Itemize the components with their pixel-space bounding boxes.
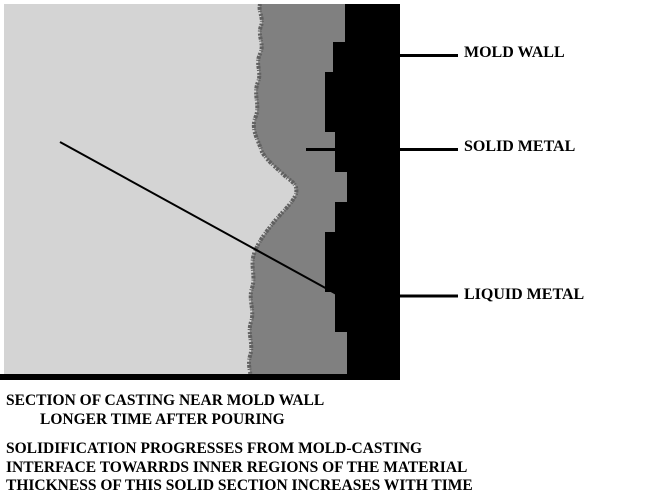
caption-line-1: SECTION OF CASTING NEAR MOLD WALL: [6, 392, 324, 411]
label-liquid-metal: LIQUID METAL: [464, 286, 584, 304]
leader-liquid-metal: [0, 0, 460, 380]
caption-line-5: THICKNESS OF THIS SOLID SECTION INCREASE…: [6, 477, 473, 496]
caption-description: SOLIDIFICATION PROGRESSES FROM MOLD-CAST…: [6, 440, 473, 496]
caption-line-2: LONGER TIME AFTER POURING: [40, 411, 324, 430]
caption-section: SECTION OF CASTING NEAR MOLD WALL LONGER…: [6, 392, 324, 429]
label-solid-metal: SOLID METAL: [464, 138, 575, 156]
casting-diagram: MOLD WALL SOLID METAL LIQUID METAL: [0, 0, 648, 380]
caption-line-4: INTERFACE TOWARRDS INNER REGIONS OF THE …: [6, 459, 473, 478]
caption-line-3: SOLIDIFICATION PROGRESSES FROM MOLD-CAST…: [6, 440, 473, 459]
label-mold-wall: MOLD WALL: [464, 44, 565, 62]
